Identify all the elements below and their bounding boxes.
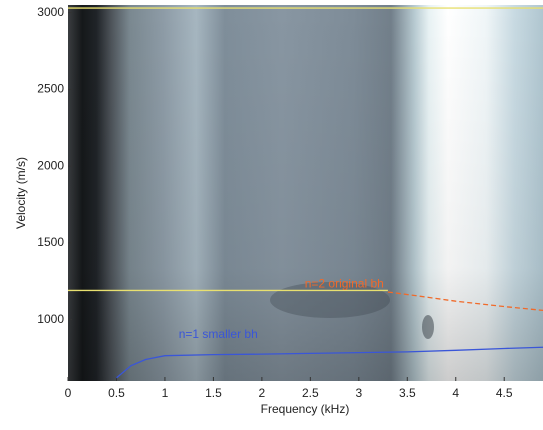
x-axis-label: Frequency (kHz): [261, 402, 350, 416]
y-tick-label: 2000: [37, 158, 64, 172]
x-tick-label: 0: [65, 386, 72, 400]
x-tick-label: 0.5: [108, 386, 125, 400]
series-line: [387, 291, 543, 312]
x-tick-label: 3: [355, 386, 362, 400]
y-axis-label: Velocity (m/s): [14, 157, 28, 229]
x-tick-label: 3.5: [399, 386, 416, 400]
x-tick-label: 4.5: [496, 386, 513, 400]
series-line: [116, 346, 543, 379]
series-label: n=1 smaller bh: [179, 327, 258, 341]
x-tick-label: 4: [452, 386, 459, 400]
series-label: n=2 original bh: [305, 276, 384, 290]
x-tick-label: 1: [162, 386, 169, 400]
y-tick-label: 1500: [37, 235, 64, 249]
y-tick-label: 1000: [37, 312, 64, 326]
spectrum-shade: [68, 5, 543, 381]
y-tick-label: 2500: [37, 82, 64, 96]
y-tick-label: 3000: [37, 5, 64, 19]
x-tick-label: 1.5: [205, 386, 222, 400]
x-tick-label: 2.5: [302, 386, 319, 400]
spectrum-blob: [422, 315, 434, 339]
x-tick-label: 2: [259, 386, 266, 400]
